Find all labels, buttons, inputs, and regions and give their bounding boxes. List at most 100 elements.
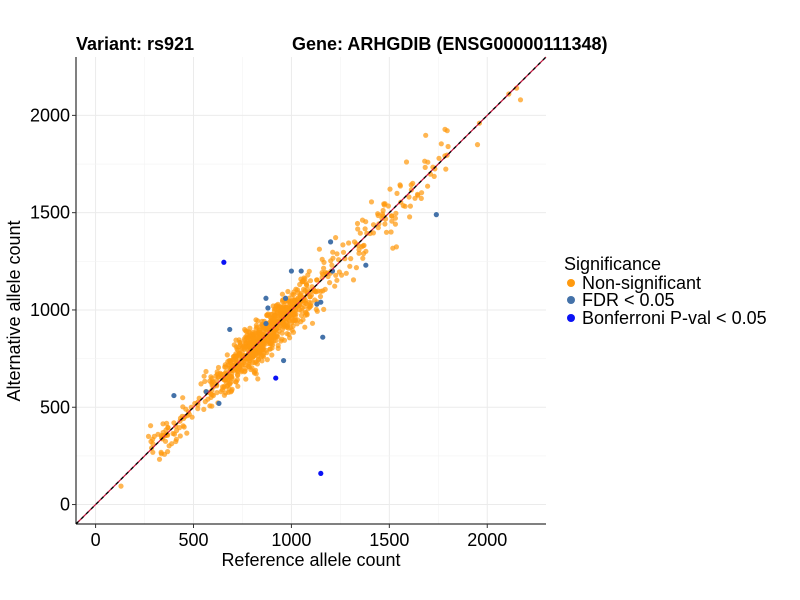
point-non-significant	[359, 217, 366, 223]
point-non-significant	[444, 128, 450, 134]
point-non-significant	[253, 359, 259, 365]
point-non-significant	[165, 449, 171, 455]
point-non-significant	[181, 424, 187, 430]
point-non-significant	[265, 312, 271, 318]
chart-title-variant: Variant: rs921	[76, 34, 194, 54]
y-tick-label: 1500	[30, 203, 70, 223]
point-non-significant	[231, 356, 237, 363]
point-non-significant	[180, 404, 186, 410]
point-non-significant	[368, 199, 375, 205]
point-non-significant	[288, 315, 294, 321]
point-non-significant	[269, 316, 275, 322]
point-non-significant	[340, 249, 347, 255]
point-non-significant	[293, 286, 299, 292]
reference-line-black	[75, 56, 547, 525]
point-non-significant	[360, 255, 366, 261]
point-non-significant	[286, 331, 292, 338]
point-non-significant	[118, 483, 124, 489]
point-non-significant	[406, 194, 412, 200]
point-non-significant	[173, 438, 179, 445]
point-non-significant	[241, 336, 247, 342]
point-non-significant	[242, 345, 248, 351]
point-fdr	[433, 212, 439, 218]
point-non-significant	[327, 280, 333, 286]
point-non-significant	[438, 141, 444, 147]
non-significant-points	[118, 85, 524, 489]
point-non-significant	[303, 309, 309, 315]
point-non-significant	[260, 354, 266, 360]
point-non-significant	[348, 256, 354, 262]
point-non-significant	[233, 337, 239, 343]
point-non-significant	[243, 376, 249, 382]
point-non-significant	[148, 423, 154, 429]
point-non-significant	[214, 383, 220, 389]
point-non-significant	[264, 357, 270, 363]
point-non-significant	[148, 438, 154, 445]
point-non-significant	[247, 353, 253, 359]
point-non-significant	[397, 182, 403, 188]
point-non-significant	[245, 336, 251, 342]
point-non-significant	[174, 427, 180, 434]
point-non-significant	[189, 414, 195, 420]
point-non-significant	[309, 320, 316, 326]
x-tick-label: 0	[91, 530, 101, 550]
point-non-significant	[354, 220, 361, 227]
point-non-significant	[346, 240, 352, 246]
point-non-significant	[419, 190, 425, 196]
point-non-significant	[355, 226, 361, 232]
point-non-significant	[218, 389, 224, 395]
point-non-significant	[180, 395, 186, 401]
point-non-significant	[170, 430, 176, 437]
point-non-significant	[280, 326, 286, 332]
point-non-significant	[164, 432, 170, 438]
point-non-significant	[293, 307, 299, 313]
point-fdr	[314, 301, 320, 307]
point-fdr	[288, 268, 295, 274]
legend-swatch-fdr	[567, 296, 575, 304]
point-non-significant	[329, 262, 335, 268]
point-non-significant	[285, 325, 291, 331]
point-non-significant	[289, 327, 295, 333]
x-tick-label: 500	[178, 530, 208, 550]
point-non-significant	[389, 218, 395, 224]
point-non-significant	[279, 291, 285, 297]
point-non-significant	[316, 246, 322, 252]
title-group: Variant: rs921 Gene: ARHGDIB (ENSG000001…	[76, 34, 607, 54]
reference-line	[75, 56, 547, 525]
x-tick-label: 2000	[467, 530, 507, 550]
point-fdr	[171, 392, 177, 399]
point-non-significant	[339, 272, 345, 278]
point-non-significant	[445, 143, 451, 150]
point-non-significant	[253, 317, 259, 323]
point-non-significant	[265, 338, 271, 344]
point-non-significant	[388, 229, 394, 235]
point-non-significant	[247, 325, 253, 331]
point-non-significant	[198, 381, 204, 387]
point-non-significant	[392, 221, 398, 227]
point-non-significant	[314, 277, 320, 283]
point-non-significant	[215, 374, 221, 380]
legend-swatch-non-significant	[567, 279, 575, 287]
point-non-significant	[298, 298, 305, 304]
y-tick-label: 2000	[30, 105, 70, 125]
point-non-significant	[247, 343, 253, 349]
chart-title-gene: Gene: ARHGDIB (ENSG00000111348)	[292, 34, 607, 54]
point-fdr	[318, 299, 324, 305]
point-non-significant	[201, 406, 207, 412]
point-non-significant	[431, 173, 437, 179]
point-non-significant	[251, 336, 257, 342]
point-non-significant	[237, 350, 243, 356]
point-non-significant	[334, 277, 340, 283]
point-non-significant	[286, 304, 292, 310]
point-non-significant	[330, 249, 336, 255]
point-non-significant	[269, 352, 275, 358]
point-non-significant	[184, 430, 190, 436]
point-bonf	[318, 470, 324, 477]
point-non-significant	[357, 230, 363, 236]
point-non-significant	[383, 229, 390, 235]
point-non-significant	[474, 142, 481, 148]
point-non-significant	[285, 288, 291, 295]
point-non-significant	[258, 331, 264, 337]
point-non-significant	[202, 378, 208, 384]
point-non-significant	[215, 364, 222, 371]
